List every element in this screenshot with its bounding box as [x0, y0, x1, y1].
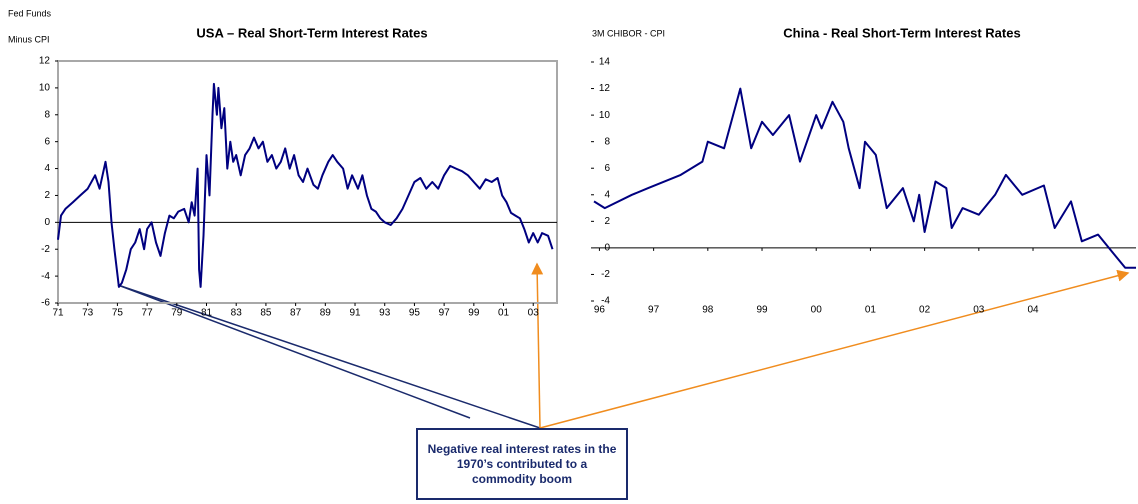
y-tick-label: -6 — [41, 298, 50, 309]
x-tick-label: 00 — [811, 305, 823, 316]
pointer-line — [117, 284, 471, 419]
y-tick-label: -2 — [601, 269, 610, 280]
chart-title: USA – Real Short-Term Interest Rates — [196, 25, 427, 40]
y-tick-label: 4 — [44, 163, 50, 174]
y-tick-label: 10 — [599, 110, 611, 121]
plot-frame — [57, 60, 558, 304]
x-tick-label: 04 — [1027, 305, 1039, 316]
y-axis-label: Fed Funds — [8, 8, 52, 18]
y-tick-label: 8 — [44, 109, 50, 120]
x-tick-label: 03 — [973, 305, 985, 316]
x-tick-label: 93 — [379, 308, 391, 319]
data-line — [57, 82, 554, 288]
x-tick-label: 75 — [112, 308, 124, 319]
x-tick-label: 89 — [320, 308, 332, 319]
x-tick-label: 99 — [756, 305, 768, 316]
x-tick-label: 77 — [142, 308, 154, 319]
y-tick-label: 12 — [599, 83, 611, 94]
y-tick-label: 2 — [44, 190, 50, 201]
y-tick-label: 14 — [599, 57, 611, 68]
x-tick-label: 96 — [594, 305, 606, 316]
x-tick-label: 97 — [648, 305, 660, 316]
x-tick-label: 73 — [82, 308, 94, 319]
annotation: Negative real interest rates in the 1970… — [416, 428, 628, 500]
x-tick-label: 71 — [52, 308, 64, 319]
x-tick-label: 95 — [409, 308, 421, 319]
chart-title: China - Real Short-Term Interest Rates — [783, 25, 1020, 40]
y-tick-label: -4 — [601, 296, 610, 307]
y-axis-label: 3M CHIBOR - CPI — [592, 28, 665, 38]
x-tick-label: 02 — [919, 305, 931, 316]
x-tick-label: 98 — [702, 305, 714, 316]
y-tick-label: 0 — [44, 217, 50, 228]
y-tick-label: 12 — [39, 56, 51, 67]
x-tick-label: 83 — [231, 308, 243, 319]
pointer-arrow — [531, 262, 544, 429]
y-axis-label: Minus CPI — [8, 34, 50, 44]
x-tick-label: 79 — [171, 308, 183, 319]
y-tick-label: 4 — [604, 189, 610, 200]
pointer-line — [117, 284, 541, 429]
x-tick-label: 01 — [865, 305, 877, 316]
x-tick-label: 99 — [468, 308, 480, 319]
y-tick-label: 10 — [39, 83, 51, 94]
y-tick-label: -4 — [41, 271, 50, 282]
pointer-arrow — [539, 269, 1130, 429]
data-line — [593, 87, 1136, 269]
x-tick-label: 01 — [498, 308, 510, 319]
y-tick-label: 6 — [604, 163, 610, 174]
x-tick-label: 03 — [528, 308, 540, 319]
x-tick-label: 81 — [201, 308, 213, 319]
y-tick-label: 6 — [44, 136, 50, 147]
x-tick-label: 85 — [260, 308, 272, 319]
y-tick-label: 2 — [604, 216, 610, 227]
y-tick-label: -2 — [41, 244, 50, 255]
y-tick-label: 8 — [604, 136, 610, 147]
x-tick-label: 97 — [439, 308, 451, 319]
x-tick-label: 91 — [349, 308, 361, 319]
x-tick-label: 87 — [290, 308, 302, 319]
